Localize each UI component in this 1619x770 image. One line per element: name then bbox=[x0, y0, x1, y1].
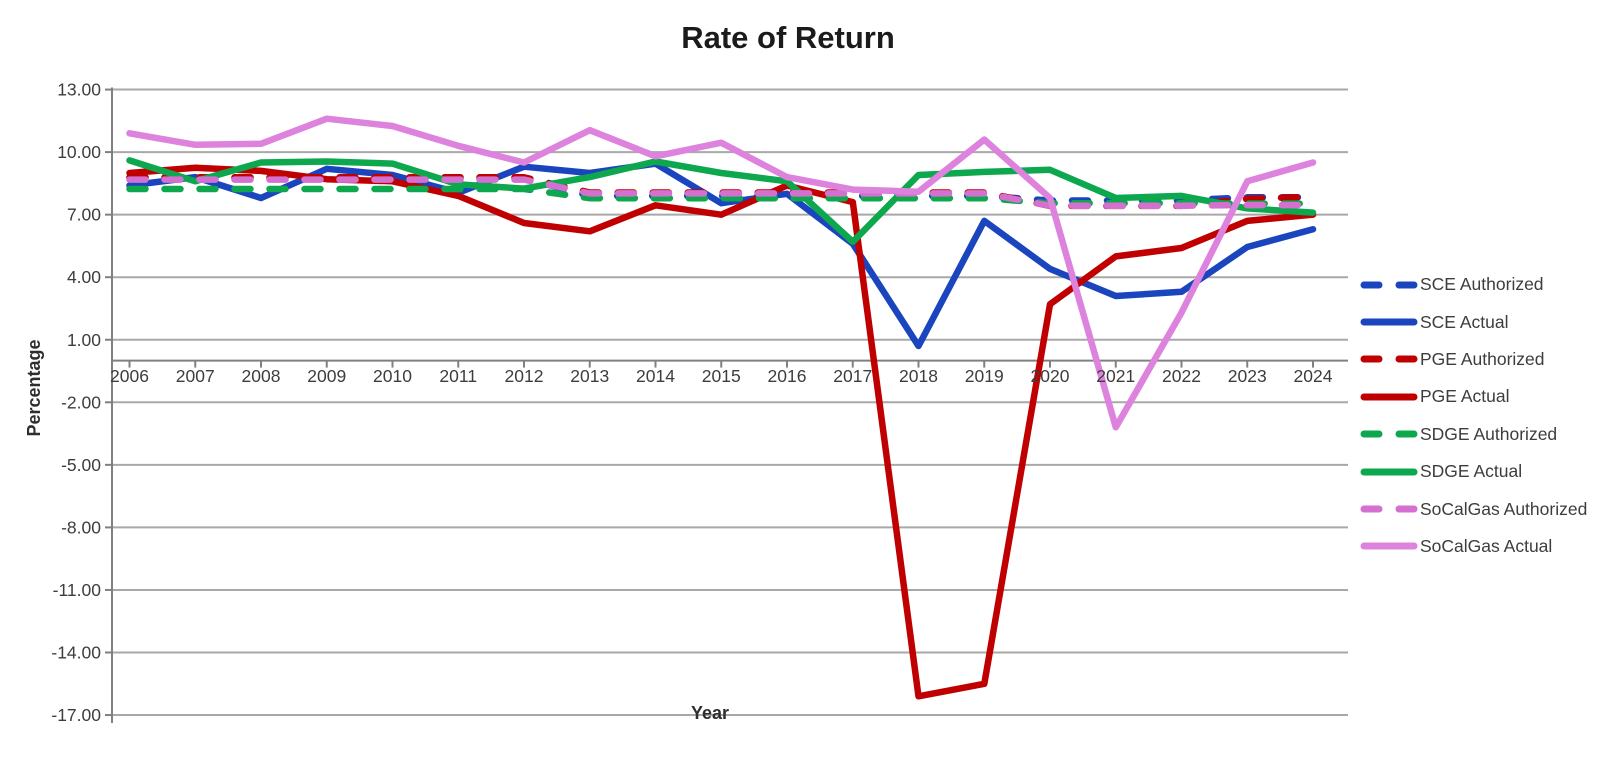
y-tick-label: 13.00 bbox=[57, 80, 101, 100]
legend-item-sdge-actual: SDGE Actual bbox=[1360, 453, 1610, 490]
chart-title: Rate of Return bbox=[681, 20, 895, 55]
series-line-socalgas-authorized bbox=[126, 176, 1317, 209]
y-tick-label: -5.00 bbox=[61, 455, 101, 475]
x-tick-label: 2007 bbox=[176, 366, 215, 386]
legend-item-sce-actual: SCE Actual bbox=[1360, 303, 1610, 340]
legend-swatch-sce-authorized bbox=[1360, 281, 1418, 289]
y-tick-label: -11.00 bbox=[53, 580, 102, 600]
series-line-sce-actual bbox=[126, 160, 1317, 350]
x-tick-label: 2013 bbox=[570, 366, 609, 386]
y-tick-label: -17.00 bbox=[51, 705, 101, 725]
legend-swatch-socalgas-actual bbox=[1360, 542, 1418, 550]
legend-label: SCE Actual bbox=[1420, 311, 1509, 332]
legend-swatch-pge-authorized bbox=[1360, 355, 1418, 363]
y-tick-label: 1.00 bbox=[67, 330, 101, 350]
axes bbox=[105, 87, 1348, 724]
legend-item-sce-authorized: SCE Authorized bbox=[1360, 266, 1610, 303]
legend-label: SDGE Authorized bbox=[1420, 423, 1558, 444]
y-tick-label: -8.00 bbox=[61, 517, 101, 537]
legend-swatch-sdge-authorized bbox=[1360, 430, 1418, 438]
x-tick-label: 2014 bbox=[636, 366, 675, 386]
legend-swatch-sce-actual bbox=[1360, 318, 1418, 326]
x-tick-label: 2019 bbox=[965, 366, 1004, 386]
series-lines bbox=[126, 115, 1317, 700]
x-tick-label: 2012 bbox=[505, 366, 544, 386]
y-tick-label: -2.00 bbox=[61, 392, 101, 412]
x-tick-label: 2018 bbox=[899, 366, 938, 386]
legend-item-socalgas-authorized: SoCalGas Authorized bbox=[1360, 490, 1610, 527]
axis-tick-labels: 13.00 10.00 7.00 4.00 1.00 -2.00 -5.00 -8.00 -11… bbox=[51, 80, 1333, 725]
gridlines bbox=[112, 88, 1348, 717]
legend-item-sdge-authorized: SDGE Authorized bbox=[1360, 416, 1610, 453]
x-tick-label: 2015 bbox=[702, 366, 741, 386]
x-tick-label: 2022 bbox=[1162, 366, 1201, 386]
x-tick-label: 2011 bbox=[439, 366, 477, 386]
x-tick-label: 2010 bbox=[373, 366, 412, 386]
x-tick-label: 2009 bbox=[307, 366, 346, 386]
legend-label: SDGE Actual bbox=[1420, 461, 1523, 482]
y-tick-label: -14.00 bbox=[51, 643, 101, 663]
legend: SCE Authorized SCE Actual PGE Authorized PG… bbox=[1360, 266, 1610, 565]
x-tick-label: 2016 bbox=[768, 366, 807, 386]
legend-label: PGE Authorized bbox=[1420, 348, 1545, 369]
legend-label: PGE Actual bbox=[1420, 386, 1510, 407]
x-axis-title: Year bbox=[691, 703, 729, 723]
legend-label: SCE Authorized bbox=[1420, 274, 1544, 295]
legend-label: SoCalGas Authorized bbox=[1420, 498, 1588, 519]
legend-swatch-sdge-actual bbox=[1360, 468, 1418, 476]
y-tick-label: 7.00 bbox=[67, 205, 101, 225]
legend-item-pge-actual: PGE Actual bbox=[1360, 378, 1610, 415]
series-line-socalgas-actual bbox=[126, 115, 1317, 431]
x-tick-label: 2024 bbox=[1294, 366, 1333, 386]
y-axis-title: Percentage bbox=[24, 339, 44, 436]
legend-label: SoCalGas Actual bbox=[1420, 535, 1553, 556]
x-tick-label: 2008 bbox=[242, 366, 281, 386]
x-tick-label: 2017 bbox=[833, 366, 872, 386]
series-line-sdge-actual bbox=[126, 157, 1317, 246]
y-tick-label: 4.00 bbox=[67, 267, 101, 287]
legend-item-pge-authorized: PGE Authorized bbox=[1360, 341, 1610, 378]
x-tick-label: 2020 bbox=[1031, 366, 1070, 386]
legend-item-socalgas-actual: SoCalGas Actual bbox=[1360, 528, 1610, 565]
legend-swatch-pge-actual bbox=[1360, 393, 1418, 401]
x-tick-label: 2006 bbox=[110, 366, 149, 386]
x-tick-label: 2023 bbox=[1228, 366, 1267, 386]
y-tick-label: 10.00 bbox=[57, 142, 101, 162]
series-line-pge-actual bbox=[126, 164, 1317, 700]
x-tick-label: 2021 bbox=[1096, 366, 1135, 386]
legend-swatch-socalgas-authorized bbox=[1360, 505, 1418, 513]
